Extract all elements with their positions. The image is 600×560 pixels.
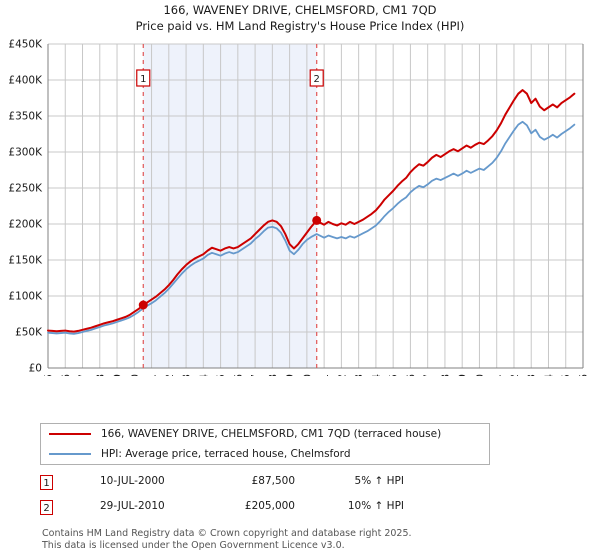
x-axis-tick-label: 2004 <box>198 374 210 376</box>
x-axis-tick-label: 2022 <box>509 374 521 376</box>
sale-marker-dot-2 <box>312 215 322 225</box>
x-axis-tick-label: 2015 <box>388 374 400 376</box>
chart-plot-area: £0 £50K £100K £150K £200K £250K £300K £350K £400… <box>0 36 600 377</box>
chart-legend: 166, WAVENEY DRIVE, CHELMSFORD, CM1 7QD … <box>40 423 490 465</box>
transaction-index-badge-2: 2 <box>40 500 53 515</box>
chart-title-block: 166, WAVENEY DRIVE, CHELMSFORD, CM1 7QD … <box>0 2 600 34</box>
x-axis-tick-label: 2008 <box>267 374 279 376</box>
hpi-line <box>47 120 576 335</box>
price-chart-svg: £0 £50K £100K £150K £200K £250K £300K £350K £400… <box>8 39 590 377</box>
y-axis-tick-label: £450K <box>8 39 43 51</box>
transaction-list: 1 10-JUL-2000 £87,500 5% ↑ HPI 2 29-JUL-… <box>40 473 560 523</box>
x-axis-tick-label: 2007 <box>250 374 262 376</box>
x-axis-tick-label: 2025 <box>561 374 573 376</box>
y-axis-tick-label: £50K <box>15 327 43 339</box>
legend-item-price-paid: 166, WAVENEY DRIVE, CHELMSFORD, CM1 7QD … <box>41 424 489 444</box>
x-axis-tick-label: 2009 <box>285 374 297 376</box>
sale-marker-badge-1 <box>136 69 151 87</box>
x-axis-tick-label: 1995 <box>43 374 55 376</box>
sale-marker-badge-2 <box>309 69 324 87</box>
y-axis-tick-label: £200K <box>8 219 43 231</box>
x-axis-tick-label: 2012 <box>336 374 348 376</box>
legend-label-hpi: HPI: Average price, terraced house, Chel… <box>101 448 351 460</box>
x-axis-tick-label: 2010 <box>302 374 314 376</box>
x-axis-tick-label: 2013 <box>354 374 366 376</box>
transaction-price-2: £205,000 <box>244 500 295 512</box>
sale-marker-dot-1 <box>138 300 148 310</box>
x-axis-tick-label: 2011 <box>319 374 331 376</box>
x-axis-tick-label: 1996 <box>60 374 72 376</box>
x-axis-tick-label: 2021 <box>492 374 504 376</box>
y-axis-tick-label: £350K <box>8 111 43 123</box>
page-title: 166, WAVENEY DRIVE, CHELMSFORD, CM1 7QD <box>163 3 437 17</box>
y-axis-tick-label: £250K <box>8 183 43 195</box>
transaction-hpi-delta-2: 10% ↑ HPI <box>347 500 404 512</box>
transaction-date-1: 10-JUL-2000 <box>100 475 165 487</box>
y-axis-tick-label: £400K <box>8 75 43 87</box>
footer-line-copyright: Contains HM Land Registry data © Crown c… <box>42 528 412 539</box>
x-axis-tick-label: 2016 <box>405 374 417 376</box>
x-axis-tick-label: 2014 <box>371 374 383 376</box>
x-axis-tick-label: 2024 <box>543 374 555 376</box>
y-axis-tick-label: £150K <box>8 255 43 267</box>
x-axis-tick-label: 2005 <box>216 374 228 376</box>
holding-period-band <box>143 44 317 368</box>
legend-swatch-hpi <box>49 453 91 455</box>
x-axis-tick-label: 2017 <box>423 374 435 376</box>
transaction-row-2[interactable]: 2 29-JUL-2010 £205,000 10% ↑ HPI <box>40 498 560 523</box>
footer-line-licence: This data is licensed under the Open Gov… <box>42 539 345 551</box>
price-paid-line <box>47 89 576 333</box>
y-axis-tick-label: £0 <box>29 363 42 375</box>
transaction-date-2: 29-JUL-2010 <box>100 500 165 512</box>
x-axis-tick-label: 2003 <box>181 374 193 376</box>
x-axis-tick-label: 2023 <box>526 374 538 376</box>
x-axis-tick-label: 2018 <box>440 374 452 376</box>
x-axis-tick-label: 2000 <box>129 374 141 376</box>
sale-marker-badge-label-1: 1 <box>140 74 146 85</box>
legend-item-hpi: HPI: Average price, terraced house, Chel… <box>41 444 489 464</box>
x-axis-tick-label: 1999 <box>112 374 124 376</box>
y-axis-tick-label: £100K <box>8 291 43 303</box>
transaction-hpi-delta-1: 5% ↑ HPI <box>354 475 404 487</box>
x-axis-tick-label: 2026 <box>578 374 590 376</box>
x-axis-tick-label: 2020 <box>474 374 486 376</box>
y-axis-tick-label: £300K <box>8 147 43 159</box>
legend-label-price-paid: 166, WAVENEY DRIVE, CHELMSFORD, CM1 7QD … <box>101 428 442 440</box>
page-subtitle: Price paid vs. HM Land Registry's House … <box>135 19 465 33</box>
x-axis-tick-label: 1997 <box>78 374 90 376</box>
sale-marker-badge-label-2: 2 <box>314 74 320 85</box>
footer-attribution: Contains HM Land Registry data © Crown c… <box>42 528 582 551</box>
x-axis-tick-label: 2006 <box>233 374 245 376</box>
transaction-row-1[interactable]: 1 10-JUL-2000 £87,500 5% ↑ HPI <box>40 473 560 498</box>
x-axis-tick-label: 2001 <box>147 374 159 376</box>
x-axis-tick-label: 2019 <box>457 374 469 376</box>
legend-swatch-price-paid <box>49 433 91 435</box>
x-axis-tick-label: 1998 <box>95 374 107 376</box>
x-axis-tick-label: 2002 <box>164 374 176 376</box>
transaction-index-badge-1: 1 <box>40 475 53 490</box>
transaction-price-1: £87,500 <box>251 475 295 487</box>
